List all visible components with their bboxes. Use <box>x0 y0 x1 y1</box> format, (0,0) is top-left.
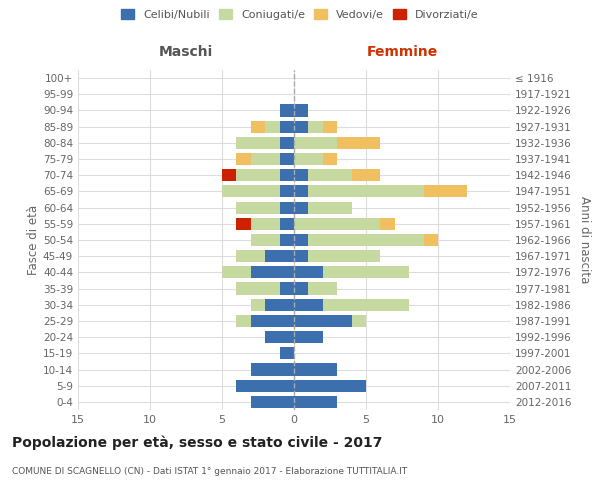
Y-axis label: Anni di nascita: Anni di nascita <box>578 196 591 284</box>
Text: Popolazione per età, sesso e stato civile - 2017: Popolazione per età, sesso e stato civil… <box>12 435 382 450</box>
Bar <box>222 186 280 198</box>
Bar <box>294 186 308 198</box>
Bar <box>280 348 294 360</box>
Bar <box>323 153 337 165</box>
Bar <box>294 298 323 311</box>
Bar <box>308 250 380 262</box>
Bar <box>294 315 352 327</box>
Bar <box>222 169 236 181</box>
Y-axis label: Fasce di età: Fasce di età <box>27 205 40 275</box>
Bar <box>236 315 251 327</box>
Bar <box>265 120 280 132</box>
Text: COMUNE DI SCAGNELLO (CN) - Dati ISTAT 1° gennaio 2017 - Elaborazione TUTTITALIA.: COMUNE DI SCAGNELLO (CN) - Dati ISTAT 1°… <box>12 468 407 476</box>
Bar <box>294 266 323 278</box>
Bar <box>265 331 294 343</box>
Bar <box>265 250 294 262</box>
Bar <box>424 234 438 246</box>
Bar <box>424 186 467 198</box>
Bar <box>236 137 280 149</box>
Bar <box>236 202 280 213</box>
Bar <box>251 234 280 246</box>
Bar <box>280 234 294 246</box>
Bar <box>280 169 294 181</box>
Bar <box>236 282 280 294</box>
Bar <box>294 282 308 294</box>
Bar <box>294 380 366 392</box>
Bar <box>352 315 366 327</box>
Bar <box>294 364 337 376</box>
Bar <box>265 298 294 311</box>
Bar <box>308 282 337 294</box>
Bar <box>308 169 352 181</box>
Bar <box>251 364 294 376</box>
Bar <box>308 120 323 132</box>
Bar <box>323 298 409 311</box>
Bar <box>251 298 265 311</box>
Text: Femmine: Femmine <box>367 44 437 59</box>
Legend: Celibi/Nubili, Coniugati/e, Vedovi/e, Divorziati/e: Celibi/Nubili, Coniugati/e, Vedovi/e, Di… <box>118 6 482 23</box>
Bar <box>280 218 294 230</box>
Bar <box>280 186 294 198</box>
Bar <box>294 169 308 181</box>
Bar <box>236 218 251 230</box>
Bar <box>294 104 308 117</box>
Bar <box>280 104 294 117</box>
Bar <box>380 218 395 230</box>
Bar <box>251 396 294 408</box>
Bar <box>294 137 337 149</box>
Bar <box>251 120 265 132</box>
Bar <box>251 266 294 278</box>
Bar <box>308 186 424 198</box>
Bar <box>222 266 251 278</box>
Bar <box>294 218 380 230</box>
Bar <box>236 169 280 181</box>
Bar <box>323 266 409 278</box>
Text: Maschi: Maschi <box>159 44 213 59</box>
Bar <box>251 218 280 230</box>
Bar <box>294 396 337 408</box>
Bar <box>294 202 308 213</box>
Bar <box>352 169 380 181</box>
Bar <box>236 250 265 262</box>
Bar <box>251 153 280 165</box>
Bar <box>280 153 294 165</box>
Bar <box>308 202 352 213</box>
Bar <box>280 120 294 132</box>
Bar <box>236 380 294 392</box>
Bar <box>308 234 424 246</box>
Bar <box>294 250 308 262</box>
Bar <box>251 315 294 327</box>
Bar <box>236 153 251 165</box>
Bar <box>280 202 294 213</box>
Bar <box>280 137 294 149</box>
Bar <box>280 282 294 294</box>
Bar <box>294 331 323 343</box>
Bar <box>294 234 308 246</box>
Bar <box>323 120 337 132</box>
Bar <box>294 120 308 132</box>
Bar <box>294 153 323 165</box>
Bar <box>337 137 380 149</box>
